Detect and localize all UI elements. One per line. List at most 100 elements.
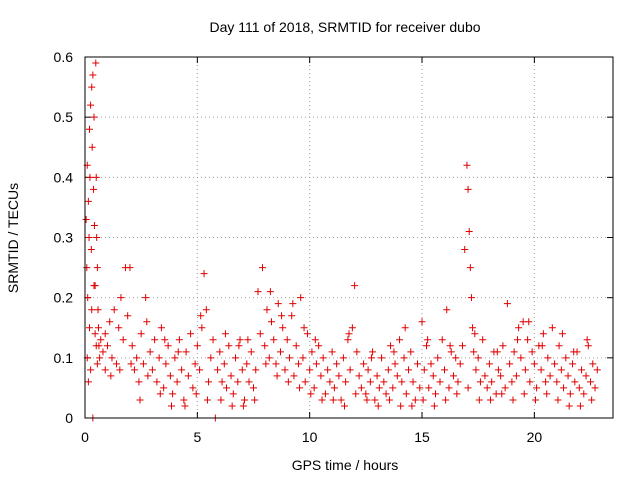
data-point: [543, 390, 551, 398]
data-point: [169, 390, 177, 398]
data-point: [148, 366, 156, 374]
data-point: [499, 342, 507, 350]
data-point: [279, 324, 287, 332]
data-point: [488, 378, 496, 386]
data-point: [299, 354, 307, 362]
data-point: [364, 366, 372, 374]
data-point: [238, 366, 246, 374]
data-point: [593, 366, 601, 374]
data-point: [583, 336, 591, 344]
data-point: [539, 330, 547, 338]
data-point: [90, 221, 98, 229]
data-point: [493, 348, 501, 356]
data-point: [353, 348, 361, 356]
data-point: [192, 390, 200, 398]
data-point: [337, 396, 345, 404]
data-point: [178, 366, 186, 374]
data-point: [525, 318, 533, 326]
data-point: [106, 318, 114, 326]
data-point: [454, 378, 462, 386]
data-point: [419, 396, 427, 404]
data-point: [127, 360, 135, 368]
data-point: [560, 384, 568, 392]
data-point: [503, 300, 511, 308]
data-point: [87, 101, 95, 109]
data-point: [321, 390, 329, 398]
y-tick-label: 0.3: [54, 230, 74, 246]
data-point: [311, 336, 319, 344]
data-point: [569, 360, 577, 368]
data-point: [265, 354, 273, 362]
data-point: [360, 360, 368, 368]
data-point: [136, 396, 144, 404]
data-point: [328, 348, 336, 356]
data-point: [157, 324, 165, 332]
data-point: [584, 342, 592, 350]
data-point: [515, 324, 523, 332]
data-point: [94, 324, 102, 332]
data-point: [315, 342, 323, 350]
y-tick-label: 0.2: [54, 290, 74, 306]
data-point: [93, 360, 101, 368]
data-point: [289, 300, 297, 308]
data-point: [398, 378, 406, 386]
data-point: [378, 354, 386, 362]
data-point: [588, 396, 596, 404]
data-point: [355, 372, 363, 380]
data-point: [352, 390, 360, 398]
data-point: [203, 396, 211, 404]
data-point: [436, 378, 444, 386]
data-point: [521, 366, 529, 374]
data-point: [443, 306, 451, 314]
data-point: [461, 246, 469, 254]
data-point: [510, 348, 518, 356]
data-point: [485, 360, 493, 368]
x-tick-label: 20: [527, 429, 543, 445]
data-point: [565, 402, 573, 410]
data-point: [223, 384, 231, 392]
data-point: [232, 354, 240, 362]
data-point: [357, 384, 365, 392]
data-point: [142, 294, 150, 302]
data-point: [385, 396, 393, 404]
data-point: [221, 330, 229, 338]
data-point: [85, 324, 93, 332]
data-point: [235, 342, 243, 350]
data-point: [447, 348, 455, 356]
data-point: [256, 330, 264, 338]
data-point: [456, 360, 464, 368]
data-point: [85, 125, 93, 133]
data-point: [429, 372, 437, 380]
y-tick-label: 0.1: [54, 350, 74, 366]
data-point: [476, 378, 484, 386]
data-point: [128, 342, 136, 350]
data-point: [216, 348, 224, 356]
data-point: [576, 402, 584, 410]
data-point: [236, 336, 244, 344]
data-point: [418, 318, 426, 326]
data-point: [366, 378, 374, 386]
data-point: [228, 402, 236, 410]
data-point: [330, 384, 338, 392]
data-point: [245, 378, 253, 386]
data-point: [434, 354, 442, 362]
data-point: [498, 390, 506, 398]
data-point: [88, 306, 96, 314]
data-point: [93, 264, 101, 272]
data-point: [180, 396, 188, 404]
data-point: [241, 396, 249, 404]
data-point: [89, 71, 97, 79]
data-point: [558, 330, 566, 338]
data-point: [384, 366, 392, 374]
data-points: [82, 59, 601, 422]
data-point: [84, 197, 92, 205]
data-point: [335, 372, 343, 380]
data-point: [90, 282, 98, 290]
data-point: [139, 360, 147, 368]
x-tick-label: 15: [414, 429, 430, 445]
data-point: [296, 384, 304, 392]
data-point: [218, 378, 226, 386]
data-point: [97, 336, 105, 344]
data-point: [483, 384, 491, 392]
data-point: [369, 348, 377, 356]
